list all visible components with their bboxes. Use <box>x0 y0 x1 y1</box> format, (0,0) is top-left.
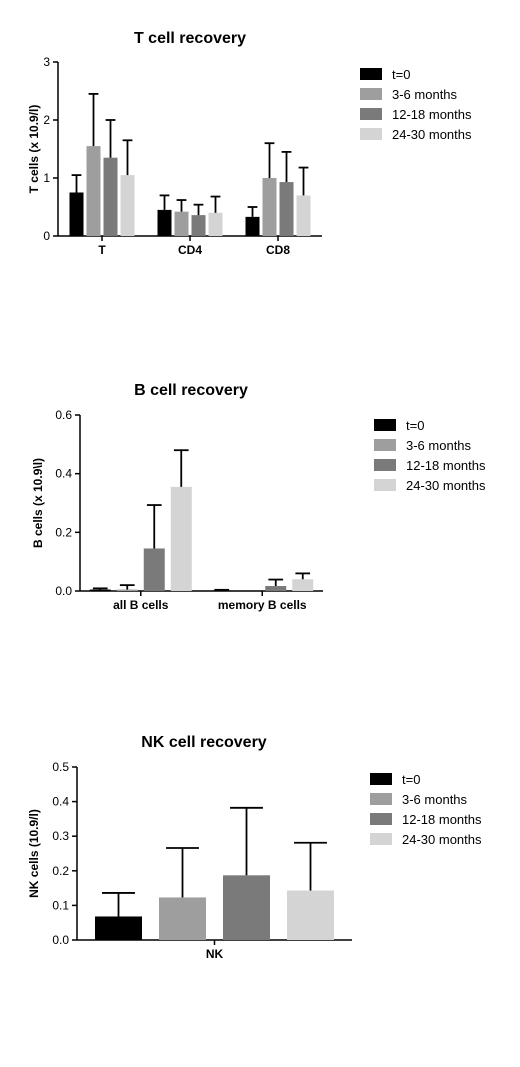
t-cell-bar <box>120 175 135 236</box>
t-cell-legend-swatch <box>360 128 382 140</box>
nk-cell-y-tick-label: 0.1 <box>52 898 69 912</box>
nk-cell-legend-label: 3-6 months <box>402 792 468 807</box>
t-cell-bar <box>86 146 101 236</box>
b-cell-legend-swatch <box>374 419 396 431</box>
nk-cell-chart-title: NK cell recovery <box>141 734 267 751</box>
b-cell-legend-swatch <box>374 439 396 451</box>
t-cell-y-tick-label: 2 <box>43 113 50 127</box>
t-cell-bar <box>245 216 260 236</box>
b-cell-bar <box>170 486 192 591</box>
b-cell-category-label: memory B cells <box>218 598 307 612</box>
t-cell-bar <box>296 195 311 236</box>
b-cell-bar <box>292 579 314 591</box>
b-cell-y-tick-label: 0.4 <box>55 467 72 481</box>
nk-cell-y-tick-label: 0.2 <box>52 864 69 878</box>
b-cell-legend-label: 12-18 months <box>406 458 486 473</box>
nk-cell-bar <box>223 875 270 940</box>
t-cell-chart-svg: T cell recovery T cells (x 10.9/l) 0 1 2 3 T CD… <box>27 30 472 257</box>
nk-cell-bar <box>159 897 206 940</box>
b-cell-chart: B cell recovery B cells (x 10.9\l) 0.0 0.2 0… <box>0 355 520 655</box>
t-cell-legend-swatch <box>360 88 382 100</box>
b-cell-category-label: all B cells <box>113 598 169 612</box>
nk-cell-legend-swatch <box>370 793 392 805</box>
t-cell-legend-swatch <box>360 108 382 120</box>
t-cell-legend-swatch <box>360 68 382 80</box>
t-cell-chart-title: T cell recovery <box>134 30 246 47</box>
t-cell-bar <box>279 182 294 236</box>
b-cell-legend-label: t=0 <box>406 418 424 433</box>
t-cell-bar <box>157 209 172 236</box>
b-cell-bar <box>265 586 287 591</box>
t-cell-bar <box>103 157 118 236</box>
t-cell-bar <box>69 192 84 236</box>
t-cell-y-tick-label: 0 <box>43 229 50 243</box>
nk-cell-legend-label: 12-18 months <box>402 812 482 827</box>
b-cell-y-tick-label: 0.6 <box>55 408 72 422</box>
t-cell-category-label: T <box>98 243 106 257</box>
t-cell-bar <box>208 212 223 236</box>
t-cell-y-tick-label: 1 <box>43 171 50 185</box>
nk-cell-y-tick-label: 0.0 <box>52 933 69 947</box>
t-cell-bar <box>174 211 189 236</box>
t-cell-y-axis-label: T cells (x 10.9/l) <box>27 105 41 194</box>
nk-cell-legend-label: 24-30 months <box>402 832 482 847</box>
t-cell-category-label: CD8 <box>266 243 290 257</box>
t-cell-y-tick-label: 3 <box>43 55 50 69</box>
t-cell-legend-label: 3-6 months <box>392 87 458 102</box>
b-cell-bar <box>89 589 111 591</box>
b-cell-legend-swatch <box>374 479 396 491</box>
t-cell-legend-label: t=0 <box>392 67 410 82</box>
b-cell-chart-title: B cell recovery <box>134 382 248 399</box>
b-cell-legend-swatch <box>374 459 396 471</box>
t-cell-bar <box>262 178 277 236</box>
nk-cell-bar <box>95 916 142 940</box>
nk-cell-legend-swatch <box>370 773 392 785</box>
nk-cell-bar <box>287 890 334 940</box>
nk-cell-y-tick-label: 0.4 <box>52 795 69 809</box>
t-cell-legend-label: 24-30 months <box>392 127 472 142</box>
t-cell-bar <box>191 215 206 236</box>
b-cell-y-tick-label: 0.2 <box>55 525 72 539</box>
t-cell-legend-label: 12-18 months <box>392 107 472 122</box>
nk-cell-chart: NK cell recovery NK cells (10.9/l) 0.0 0.1 0… <box>0 707 520 1007</box>
nk-cell-chart-svg: NK cell recovery NK cells (10.9/l) 0.0 0.1 0… <box>27 734 482 961</box>
nk-cell-category-label: NK <box>206 947 224 961</box>
nk-cell-legend-swatch <box>370 833 392 845</box>
b-cell-bar <box>116 589 138 591</box>
b-cell-bar <box>143 548 165 591</box>
t-cell-category-label: CD4 <box>178 243 202 257</box>
b-cell-legend-label: 24-30 months <box>406 478 486 493</box>
nk-cell-legend-label: t=0 <box>402 772 420 787</box>
nk-cell-legend-swatch <box>370 813 392 825</box>
b-cell-legend-label: 3-6 months <box>406 438 472 453</box>
b-cell-y-axis-label: B cells (x 10.9\l) <box>31 458 45 548</box>
nk-cell-y-tick-label: 0.3 <box>52 829 69 843</box>
t-cell-chart: T cell recovery T cells (x 10.9/l) 0 1 2 3 T CD… <box>0 0 520 300</box>
nk-cell-y-axis-label: NK cells (10.9/l) <box>27 809 41 898</box>
b-cell-y-tick-label: 0.0 <box>55 584 72 598</box>
b-cell-chart-svg: B cell recovery B cells (x 10.9\l) 0.0 0.2 0… <box>31 382 486 612</box>
nk-cell-y-tick-label: 0.5 <box>52 760 69 774</box>
